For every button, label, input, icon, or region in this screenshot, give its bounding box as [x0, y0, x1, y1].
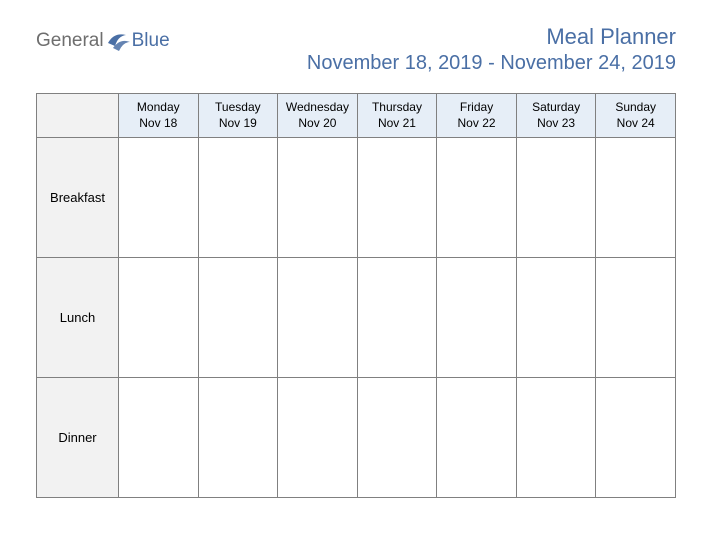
table-row: Breakfast	[37, 138, 676, 258]
meal-cell[interactable]	[437, 138, 517, 258]
logo-text-blue: Blue	[132, 30, 170, 52]
day-name: Friday	[439, 100, 514, 116]
meal-cell[interactable]	[516, 258, 596, 378]
meal-cell[interactable]	[596, 378, 676, 498]
day-date: Nov 18	[121, 116, 196, 132]
meal-label: Lunch	[37, 258, 119, 378]
day-header: Tuesday Nov 19	[198, 94, 278, 138]
table-row: Lunch	[37, 258, 676, 378]
day-date: Nov 23	[519, 116, 594, 132]
meal-cell[interactable]	[119, 258, 199, 378]
meal-cell[interactable]	[516, 378, 596, 498]
day-date: Nov 19	[201, 116, 276, 132]
meal-label: Breakfast	[37, 138, 119, 258]
table-header-row: Monday Nov 18 Tuesday Nov 19 Wednesday N…	[37, 94, 676, 138]
corner-cell	[37, 94, 119, 138]
day-date: Nov 24	[598, 116, 673, 132]
meal-cell[interactable]	[596, 258, 676, 378]
meal-cell[interactable]	[516, 138, 596, 258]
meal-cell[interactable]	[198, 138, 278, 258]
date-range: November 18, 2019 - November 24, 2019	[307, 52, 676, 75]
day-header: Thursday Nov 21	[357, 94, 437, 138]
logo-text-general: General	[36, 30, 104, 52]
meal-cell[interactable]	[198, 258, 278, 378]
day-date: Nov 22	[439, 116, 514, 132]
day-name: Monday	[121, 100, 196, 116]
meal-cell[interactable]	[119, 378, 199, 498]
meal-cell[interactable]	[119, 138, 199, 258]
page-title: Meal Planner	[307, 24, 676, 50]
meal-cell[interactable]	[437, 378, 517, 498]
meal-cell[interactable]	[596, 138, 676, 258]
day-name: Tuesday	[201, 100, 276, 116]
meal-cell[interactable]	[357, 378, 437, 498]
day-date: Nov 20	[280, 116, 355, 132]
day-header: Saturday Nov 23	[516, 94, 596, 138]
day-name: Saturday	[519, 100, 594, 116]
meal-label: Dinner	[37, 378, 119, 498]
day-name: Sunday	[598, 100, 673, 116]
meal-cell[interactable]	[278, 378, 358, 498]
meal-cell[interactable]	[198, 378, 278, 498]
meal-cell[interactable]	[278, 258, 358, 378]
meal-planner-table: Monday Nov 18 Tuesday Nov 19 Wednesday N…	[36, 93, 676, 498]
day-name: Wednesday	[280, 100, 355, 116]
day-header: Wednesday Nov 20	[278, 94, 358, 138]
meal-cell[interactable]	[437, 258, 517, 378]
day-date: Nov 21	[360, 116, 435, 132]
day-header: Friday Nov 22	[437, 94, 517, 138]
day-header: Sunday Nov 24	[596, 94, 676, 138]
meal-cell[interactable]	[357, 258, 437, 378]
day-header: Monday Nov 18	[119, 94, 199, 138]
day-name: Thursday	[360, 100, 435, 116]
table-row: Dinner	[37, 378, 676, 498]
page-header: General Blue Meal Planner November 18, 2…	[36, 24, 676, 75]
logo: General Blue	[36, 24, 170, 54]
meal-cell[interactable]	[357, 138, 437, 258]
meal-cell[interactable]	[278, 138, 358, 258]
title-block: Meal Planner November 18, 2019 - Novembe…	[307, 24, 676, 75]
logo-swoosh-icon	[106, 28, 132, 54]
